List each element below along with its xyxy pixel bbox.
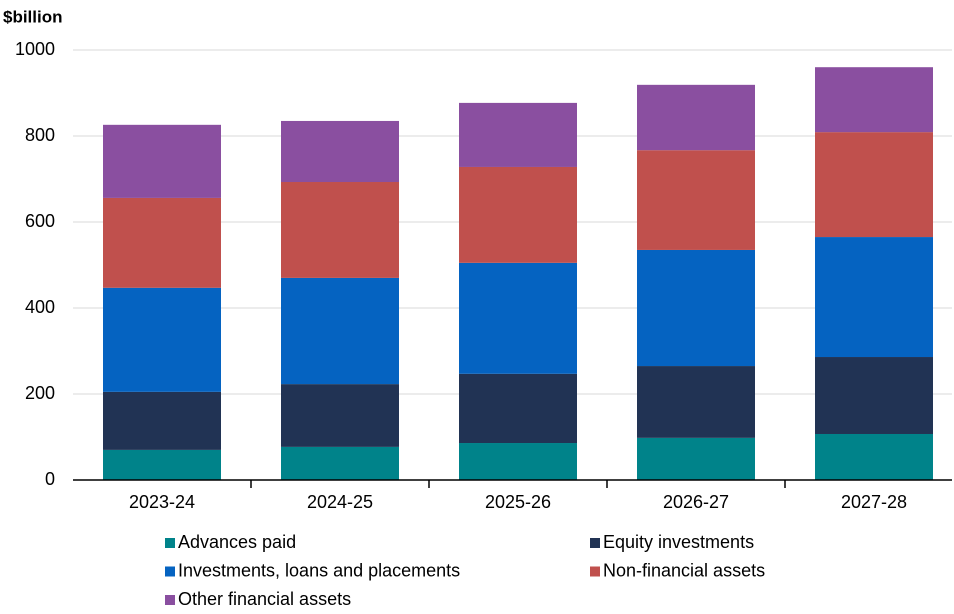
bar-segment xyxy=(281,384,399,447)
y-tick-label: 400 xyxy=(25,297,55,317)
bar-segment xyxy=(459,102,577,167)
bar-segment xyxy=(103,391,221,450)
x-tick-label: 2027-28 xyxy=(841,492,907,512)
bar-segment xyxy=(281,446,399,480)
bar-segment xyxy=(459,443,577,480)
bar-segment xyxy=(637,249,755,367)
bar-segment xyxy=(103,287,221,392)
y-tick-label: 0 xyxy=(45,469,55,489)
bar-segment xyxy=(281,277,399,385)
bar-segment xyxy=(103,449,221,480)
bar-segment xyxy=(815,237,933,358)
x-tick-label: 2026-27 xyxy=(663,492,729,512)
bar-segment xyxy=(637,437,755,480)
bar-segment xyxy=(459,262,577,374)
y-tick-label: 200 xyxy=(25,383,55,403)
legend-swatch xyxy=(590,566,600,577)
y-tick-label: 1000 xyxy=(15,39,55,59)
bar-segment xyxy=(103,124,221,198)
x-tick-label: 2024-25 xyxy=(307,492,373,512)
x-tick-label: 2023-24 xyxy=(129,492,195,512)
legend-swatch xyxy=(165,538,175,548)
bar-segment xyxy=(815,67,933,133)
bar-segment xyxy=(459,166,577,263)
bar-segment xyxy=(281,182,399,278)
legend-label: Other financial assets xyxy=(178,589,351,609)
y-tick-label: 800 xyxy=(25,125,55,145)
legend-label: Equity investments xyxy=(603,532,754,552)
bar-segment xyxy=(281,120,399,183)
bar-segment xyxy=(637,84,755,151)
legend-label: Non-financial assets xyxy=(603,560,765,580)
x-tick-label: 2025-26 xyxy=(485,492,551,512)
bar-segment xyxy=(103,197,221,288)
bar-segment xyxy=(637,366,755,438)
legend-label: Investments, loans and placements xyxy=(178,560,460,580)
bar-segment xyxy=(815,433,933,480)
bar-segment xyxy=(459,373,577,444)
bar-segment xyxy=(815,132,933,238)
legend-swatch xyxy=(165,595,175,605)
legend-swatch xyxy=(590,538,600,548)
bar-segment xyxy=(637,150,755,250)
legend-swatch xyxy=(165,566,175,577)
y-tick-label: 600 xyxy=(25,211,55,231)
legend-label: Advances paid xyxy=(178,532,296,552)
bar-segment xyxy=(815,357,933,434)
y-axis-label: $billion xyxy=(3,7,63,26)
